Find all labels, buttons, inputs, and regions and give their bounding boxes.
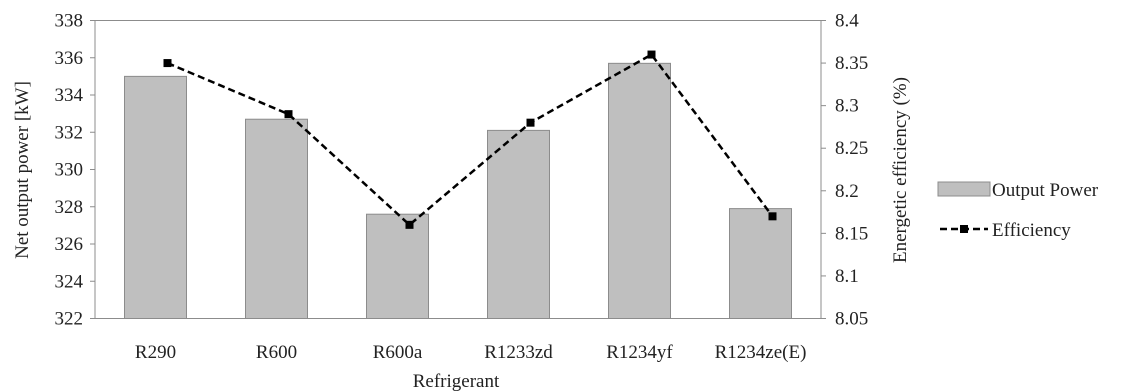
category-label-r1234yf: R1234yf: [606, 342, 673, 363]
right-axis-tick-label: 8.25: [835, 138, 868, 159]
efficiency-point-r600a: [405, 220, 414, 229]
left-axis-tick-label: 322: [55, 309, 84, 330]
bar-r600a: [366, 213, 429, 319]
efficiency-point-r1234yf: [647, 50, 656, 59]
efficiency-point-r290: [163, 59, 172, 68]
x-axis-title: Refrigerant: [413, 371, 500, 392]
bar-r1234yf: [608, 62, 671, 320]
right-axis-ticks: 8.05 8.1 8.15 8.2 8.25 8.3 8.35 8.4: [821, 11, 868, 330]
left-axis-tick-label: 334: [55, 85, 84, 106]
efficiency-point-r600: [284, 110, 293, 119]
right-axis-tick-label: 8.05: [835, 309, 868, 330]
bar-r600: [245, 118, 308, 320]
bar-r290: [124, 75, 187, 319]
right-axis-tick-label: 8.15: [835, 223, 868, 244]
left-axis-tick-label: 326: [55, 234, 84, 255]
left-axis-tick-label: 328: [55, 197, 84, 218]
category-label-r600a: R600a: [373, 342, 423, 363]
left-axis-tick-label: 338: [55, 11, 84, 32]
category-label-r1234ze-e-: R1234ze(E): [715, 342, 807, 363]
bar-r1233zd: [487, 129, 550, 319]
line-series-efficiency: [163, 50, 777, 229]
efficiency-point-r1234ze-e-: [768, 212, 777, 221]
left-axis-ticks: 322 324 326 328 330 332 334 336 338: [55, 11, 95, 330]
legend-label-efficiency: Efficiency: [992, 220, 1071, 241]
right-axis-tick-label: 8.35: [835, 53, 868, 74]
category-axis-labels: R290 R600 R600a R1233zd R1234yf R1234ze(E): [135, 342, 807, 363]
category-label-r290: R290: [135, 342, 176, 363]
left-axis-tick-label: 332: [55, 122, 84, 143]
legend-label-output-power: Output Power: [992, 180, 1099, 201]
legend-swatch-output-power: [937, 181, 991, 197]
right-axis-tick-label: 8.3: [835, 96, 859, 117]
left-axis-tick-label: 324: [55, 271, 84, 292]
plot-area-frame: [94, 20, 822, 319]
efficiency-line: [167, 52, 774, 227]
right-axis-tick-label: 8.2: [835, 181, 859, 202]
right-axis-tick-label: 8.4: [835, 11, 859, 32]
bar-r1234ze-e-: [729, 208, 792, 319]
left-axis-tick-label: 330: [55, 160, 84, 181]
left-axis-tick-label: 336: [55, 48, 84, 69]
right-axis-tick-label: 8.1: [835, 266, 859, 287]
legend-swatch-efficiency-marker: [960, 225, 968, 233]
category-label-r1233zd: R1233zd: [484, 342, 553, 363]
legend: Output Power Efficiency: [937, 180, 1099, 241]
bar-series-output-power: [124, 62, 792, 320]
y-axis-title: Net output power [kW]: [12, 81, 33, 259]
category-label-r600: R600: [256, 342, 297, 363]
efficiency-point-r1233zd: [526, 118, 535, 127]
y2-axis-title: Energetic efficiency (%): [890, 77, 911, 263]
